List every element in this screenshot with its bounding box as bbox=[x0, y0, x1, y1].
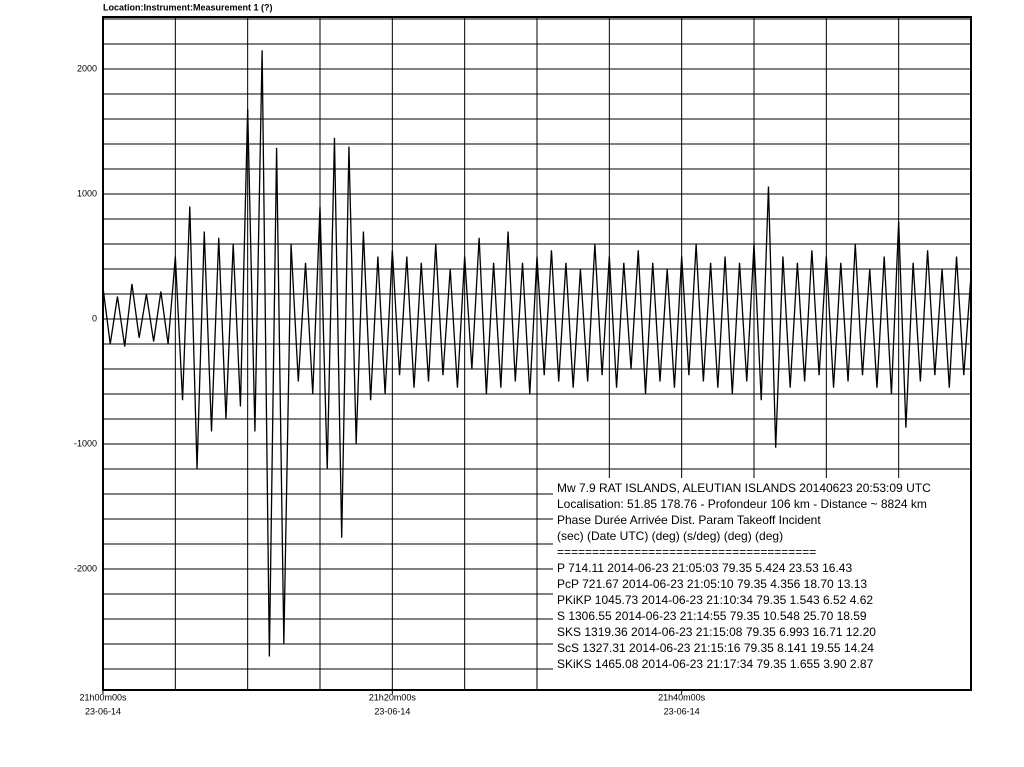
y-tick-label: 0 bbox=[92, 313, 97, 323]
x-tick-date: 23-06-14 bbox=[374, 706, 410, 716]
annotation: S 1306.55 2014-06-23 21:14:55 79.35 10.5… bbox=[557, 609, 867, 623]
waveform bbox=[102, 50, 972, 657]
y-tick-label: 2000 bbox=[77, 63, 97, 73]
chart-title: Location:Instrument:Measurement 1 (?) bbox=[103, 2, 273, 12]
annotation: ===================================== bbox=[557, 545, 816, 559]
annotation: Localisation: 51.85 178.76 - Profondeur … bbox=[557, 497, 927, 511]
annotation: ScS 1327.31 2014-06-23 21:15:16 79.35 8.… bbox=[557, 641, 874, 655]
y-tick-label: -2000 bbox=[74, 563, 97, 573]
x-tick-label: 21h40m00s bbox=[658, 692, 706, 702]
annotation: SKiKS 1465.08 2014-06-23 21:17:34 79.35 … bbox=[557, 657, 874, 671]
annotation: SKS 1319.36 2014-06-23 21:15:08 79.35 6.… bbox=[557, 625, 876, 639]
y-tick-label: 1000 bbox=[77, 188, 97, 198]
x-tick-label: 21h20m00s bbox=[369, 692, 417, 702]
x-tick-date: 23-06-14 bbox=[664, 706, 700, 716]
annotation: Phase Durée Arrivée Dist. Param Takeoff … bbox=[557, 513, 821, 527]
annotation: Mw 7.9 RAT ISLANDS, ALEUTIAN ISLANDS 201… bbox=[557, 481, 931, 495]
annotation: PKiKP 1045.73 2014-06-23 21:10:34 79.35 … bbox=[557, 593, 873, 607]
annotation: PcP 721.67 2014-06-23 21:05:10 79.35 4.3… bbox=[557, 577, 867, 591]
y-tick-label: -1000 bbox=[74, 438, 97, 448]
x-tick-label: 21h00m00s bbox=[79, 692, 127, 702]
annotation: (sec) (Date UTC) (deg) (s/deg) (deg) (de… bbox=[557, 529, 783, 543]
x-tick-date: 23-06-14 bbox=[85, 706, 121, 716]
info-box bbox=[553, 478, 971, 690]
annotation: P 714.11 2014-06-23 21:05:03 79.35 5.424… bbox=[557, 561, 852, 575]
